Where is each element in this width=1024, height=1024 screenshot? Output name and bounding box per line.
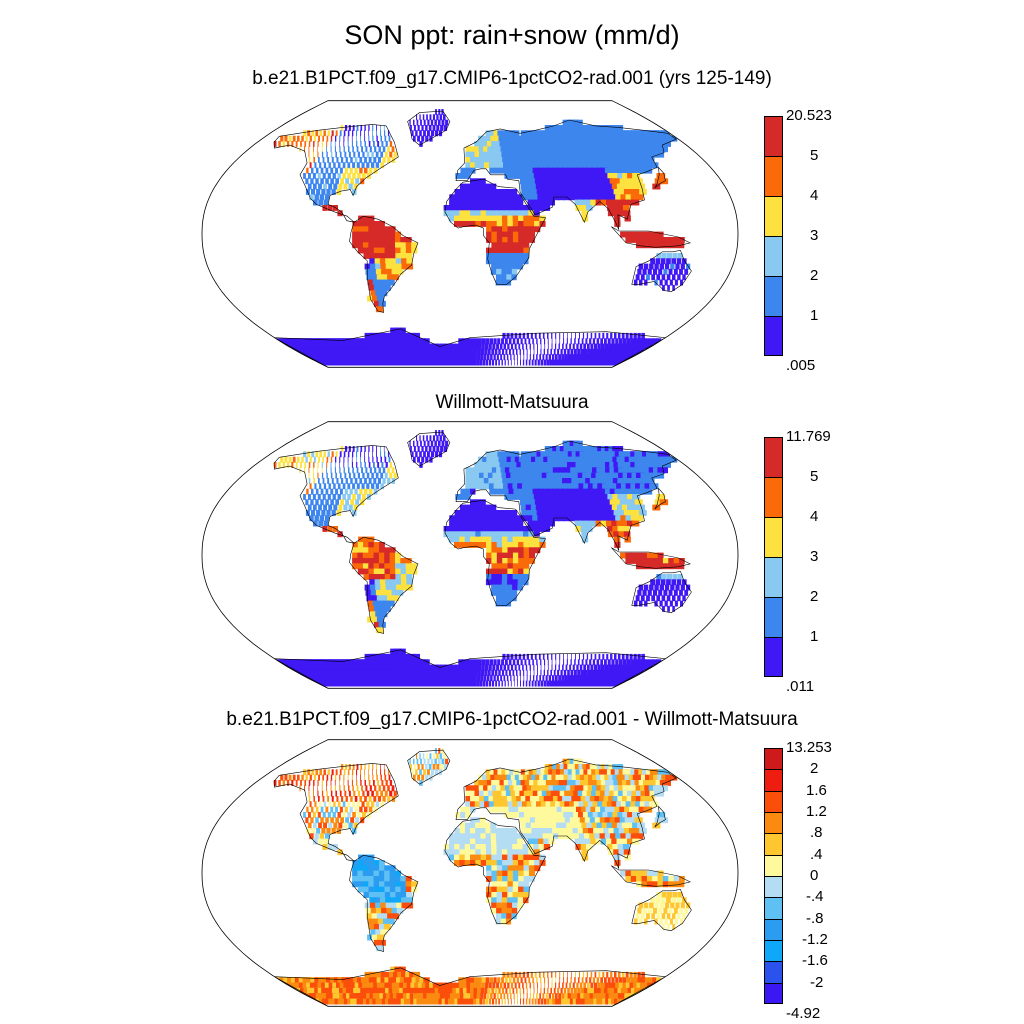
colorbar-label: -.8 [806,909,824,927]
colorbar-swatch [764,833,783,855]
colorbar-label: 1.2 [806,803,827,820]
colorbar-label: 4 [810,187,819,204]
colorbar-swatch [764,437,783,477]
coastlines [273,749,692,1007]
colorbar-label: 2 [810,267,819,284]
colorbar-swatch [764,637,783,677]
colorbar-swatch [764,156,783,196]
panel-2-title: Willmott-Matsuura [435,392,589,413]
panel-3-title: b.e21.B1PCT.f09_g17.CMIP6-1pctCO2-rad.00… [226,709,798,730]
colorbar-swatch [764,316,783,356]
map-border [201,421,739,689]
colorbar-swatch [764,517,783,557]
colorbar-swatch [764,790,783,812]
colorbar-label: 5 [810,147,819,164]
colorbar-swatch [764,940,783,962]
panel-2-map [201,421,739,689]
precip-field [273,109,691,366]
colorbar-label: .005 [786,357,816,374]
colorbar-label: 2 [810,760,819,778]
colorbar-swatch [764,897,783,919]
colorbar-swatch [764,196,783,236]
colorbar-label: -2 [810,973,824,991]
map-border [201,100,739,368]
colorbar-label: 20.523 [786,107,832,124]
panel-3-colorbar: 13.253 2 1.6 1.2 .8 .4 0 -.4 -.8 -1.2 -1.6 -2 -4.92 [764,740,854,1022]
colorbar-label: 1 [810,307,819,324]
colorbar-swatch [764,812,783,834]
figure-title: SON ppt: rain+snow (mm/d) [344,20,680,50]
colorbar-label: 2 [810,588,819,605]
colorbar-swatch [764,477,783,517]
colorbar-swatch [764,961,783,983]
colorbar-label: 4 [810,508,819,525]
coastlines [273,431,692,689]
colorbar-label: 0 [810,867,819,884]
colorbar-label: 13.253 [786,739,832,756]
colorbar-label: .8 [810,824,823,842]
colorbar-swatch [764,276,783,316]
colorbar-label: .011 [786,678,815,695]
colorbar-label: .4 [810,845,823,863]
colorbar-label: 3 [810,227,819,244]
panel-1-title: b.e21.B1PCT.f09_g17.CMIP6-1pctCO2-rad.00… [252,68,772,89]
colorbar-swatch [764,876,783,898]
colorbar-swatch [764,982,783,1004]
colorbar-label: -.4 [806,888,824,906]
colorbar-label: 11.769 [786,428,831,445]
colorbar-label: 3 [810,548,819,565]
colorbar-swatch [764,597,783,637]
panel-1-map [201,100,739,368]
panel-2-colorbar: 11.769 5 4 3 2 1 .011 [764,429,854,695]
colorbar-swatch [764,116,783,156]
colorbar-label: 1 [810,628,819,645]
colorbar-label: -1.6 [802,952,828,970]
colorbar-label: 5 [810,468,819,485]
colorbar-swatch [764,557,783,597]
colorbar-swatch [764,854,783,876]
coastlines [273,110,692,368]
precip-field [273,748,691,1005]
panel-3-map [201,739,739,1007]
colorbar-label: -4.92 [786,1005,821,1022]
precip-field [273,430,691,687]
colorbar-label: 1.6 [806,781,827,799]
colorbar-swatch [764,769,783,791]
colorbar-swatch [764,236,783,276]
colorbar-label: -1.2 [802,931,828,948]
panel-1-colorbar: 20.523 5 4 3 2 1 .005 [764,108,854,374]
colorbar-swatch [764,748,783,770]
colorbar-swatch [764,918,783,940]
map-border [201,739,739,1007]
